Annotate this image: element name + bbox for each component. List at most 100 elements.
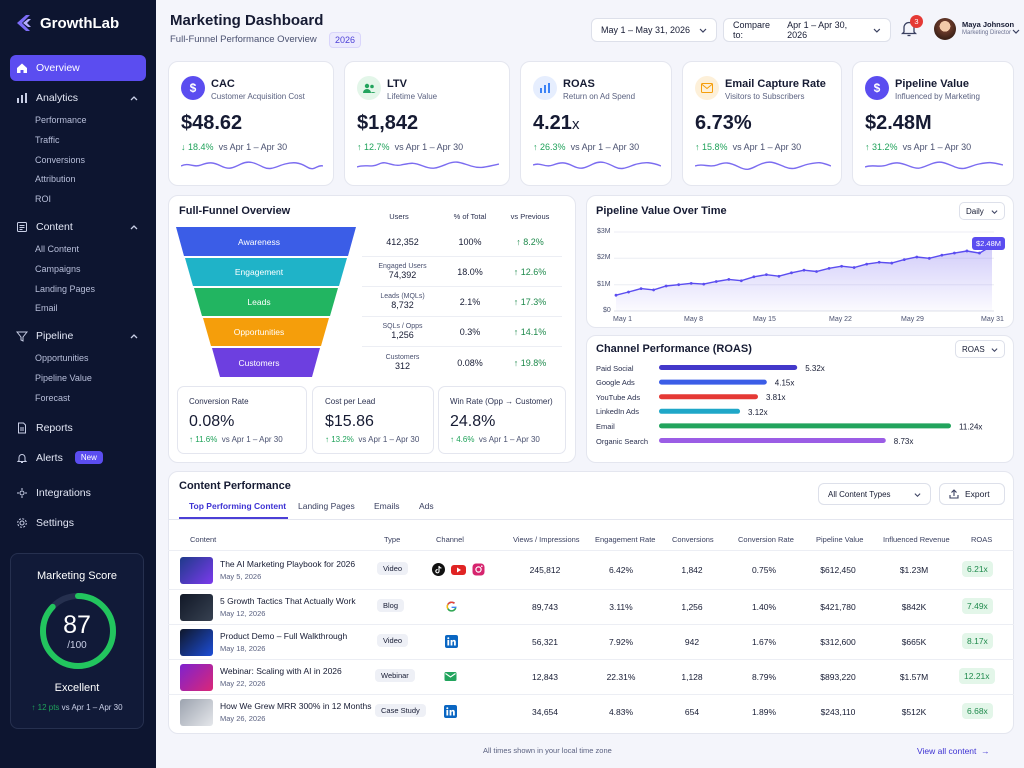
channel-bar[interactable]: [659, 423, 951, 429]
pipeline-point[interactable]: [752, 275, 756, 279]
pipeline-point[interactable]: [739, 279, 743, 283]
metric-select[interactable]: ROAS: [955, 340, 1005, 358]
funnel-stage-leads[interactable]: Leads: [247, 297, 271, 307]
revenue-cell: $512K: [901, 707, 927, 717]
funnel-stage-awareness[interactable]: Awareness: [238, 237, 280, 247]
table-row[interactable]: Product Demo – Full Walkthrough May 18, …: [168, 625, 1014, 660]
sidebar-subitem-conversions[interactable]: Conversions: [35, 154, 86, 165]
avatar[interactable]: [934, 18, 956, 40]
funnel-segment[interactable]: [176, 227, 356, 256]
pipeline-point[interactable]: [765, 273, 768, 277]
pipeline-point[interactable]: [815, 270, 818, 273]
table-row[interactable]: Webinar: Scaling with AI in 2026 May 22,…: [168, 660, 1014, 695]
pipeline-point[interactable]: [902, 258, 906, 262]
pipeline-point[interactable]: [777, 274, 781, 278]
pipeline-point[interactable]: [727, 278, 731, 281]
funnel-segment[interactable]: [194, 288, 338, 316]
metric-delta: ↑ 11.6% vs Apr 1 – Apr 30: [189, 435, 283, 444]
granularity-select[interactable]: Daily: [959, 202, 1005, 220]
view-all-content-link[interactable]: View all content →: [917, 746, 990, 756]
sidebar-subitem-traffic[interactable]: Traffic: [35, 134, 60, 145]
funnel-stage-opportunities[interactable]: Opportunities: [233, 327, 285, 337]
row-title[interactable]: How We Grew MRR 300% in 12 Months: [220, 701, 372, 711]
chevron-down-icon[interactable]: [1012, 27, 1020, 35]
pipeline-point[interactable]: [689, 281, 693, 285]
pipeline-point[interactable]: [927, 256, 931, 260]
pipeline-point[interactable]: [978, 251, 981, 255]
chevron-up-icon[interactable]: [130, 332, 138, 340]
sidebar-item-content[interactable]: Content: [10, 214, 146, 240]
channel-bar[interactable]: [659, 365, 798, 370]
channel-bar[interactable]: [659, 438, 886, 443]
tab-top-performing-content[interactable]: Top Performing Content: [189, 501, 287, 511]
sidebar-subitem-forecast[interactable]: Forecast: [35, 392, 71, 403]
channel-bar[interactable]: [659, 394, 758, 400]
funnel-stage-engagement[interactable]: Engagement: [234, 267, 284, 277]
table-row[interactable]: How We Grew MRR 300% in 12 Months May 26…: [168, 695, 1014, 730]
sidebar-item-overview[interactable]: Overview: [10, 55, 146, 81]
chevron-up-icon[interactable]: [130, 94, 138, 102]
tab-landing-pages[interactable]: Landing Pages: [298, 501, 355, 511]
pipeline-point[interactable]: [614, 293, 618, 297]
conversions-cell: 654: [684, 707, 700, 717]
kpi-title: CAC: [211, 78, 235, 90]
pipeline-point[interactable]: [702, 282, 706, 286]
row-title[interactable]: 5 Growth Tactics That Actually Work: [220, 596, 356, 606]
pipeline-point[interactable]: [940, 253, 944, 257]
sidebar-subitem-pipeline-value[interactable]: Pipeline Value: [35, 372, 92, 383]
pipeline-cell: $893,220: [820, 672, 856, 682]
sidebar-item-alerts[interactable]: Alerts New: [10, 445, 146, 471]
funnel-segment[interactable]: [203, 318, 329, 346]
sidebar-subitem-opportunities[interactable]: Opportunities: [35, 353, 89, 364]
sidebar-subitem-campaigns[interactable]: Campaigns: [35, 263, 81, 274]
logo[interactable]: GrowthLab: [14, 13, 119, 33]
pipeline-point[interactable]: [664, 284, 668, 288]
sidebar-item-settings[interactable]: Settings: [10, 510, 146, 536]
pipeline-point[interactable]: [677, 283, 681, 287]
pipeline-point[interactable]: [965, 249, 969, 253]
sidebar-subitem-all-content[interactable]: All Content: [35, 243, 80, 254]
pipeline-point[interactable]: [827, 266, 831, 270]
pipeline-point[interactable]: [852, 266, 856, 269]
pipeline-point[interactable]: [915, 255, 919, 259]
pipeline-point[interactable]: [790, 271, 793, 275]
funnel-segment[interactable]: [212, 348, 320, 377]
row-title[interactable]: The AI Marketing Playbook for 2026: [220, 559, 356, 569]
pipeline-point[interactable]: [840, 264, 843, 268]
pipeline-point[interactable]: [877, 260, 881, 264]
content-type-filter[interactable]: All Content Types: [818, 483, 931, 505]
sidebar-item-reports[interactable]: Reports: [10, 415, 146, 441]
export-button[interactable]: Export: [939, 483, 1005, 505]
sidebar-item-integrations[interactable]: Integrations: [10, 480, 146, 506]
channel-bar[interactable]: [659, 379, 767, 385]
table-row[interactable]: 5 Growth Tactics That Actually Work May …: [168, 590, 1014, 625]
up-arrow-icon: ↑: [865, 142, 870, 152]
table-row[interactable]: The AI Marketing Playbook for 2026 May 5…: [168, 553, 1014, 588]
funnel-stage-customers[interactable]: Customers: [238, 358, 280, 368]
row-title[interactable]: Webinar: Scaling with AI in 2026: [220, 666, 342, 676]
chevron-up-icon[interactable]: [130, 223, 138, 231]
row-title[interactable]: Product Demo – Full Walkthrough: [220, 631, 348, 641]
funnel-segment[interactable]: [185, 258, 347, 286]
channel-bar[interactable]: [659, 408, 741, 414]
pipeline-point[interactable]: [802, 268, 806, 272]
date-range-select[interactable]: May 1 – May 31, 2026: [591, 18, 717, 42]
sidebar-item-pipeline[interactable]: Pipeline: [10, 323, 146, 349]
compare-select[interactable]: Compare to: Apr 1 – Apr 30, 2026: [723, 18, 891, 42]
sidebar-item-analytics[interactable]: Analytics: [10, 85, 146, 111]
pipeline-point[interactable]: [652, 288, 655, 292]
pipeline-point[interactable]: [865, 262, 869, 266]
pipeline-cell: $612,450: [820, 565, 856, 575]
pipeline-point[interactable]: [627, 290, 630, 294]
sidebar-subitem-roi[interactable]: ROI: [35, 194, 52, 205]
sidebar-subitem-performance[interactable]: Performance: [35, 115, 87, 125]
pipeline-point[interactable]: [890, 261, 894, 265]
sidebar-subitem-attribution[interactable]: Attribution: [35, 174, 76, 185]
tab-ads[interactable]: Ads: [419, 501, 434, 511]
pipeline-point[interactable]: [639, 287, 643, 291]
pipeline-point[interactable]: [953, 251, 956, 255]
pipeline-point[interactable]: [714, 280, 718, 283]
sidebar-subitem-email[interactable]: Email: [35, 303, 58, 314]
sidebar-subitem-landing-pages[interactable]: Landing Pages: [35, 283, 96, 294]
tab-emails[interactable]: Emails: [374, 501, 400, 511]
